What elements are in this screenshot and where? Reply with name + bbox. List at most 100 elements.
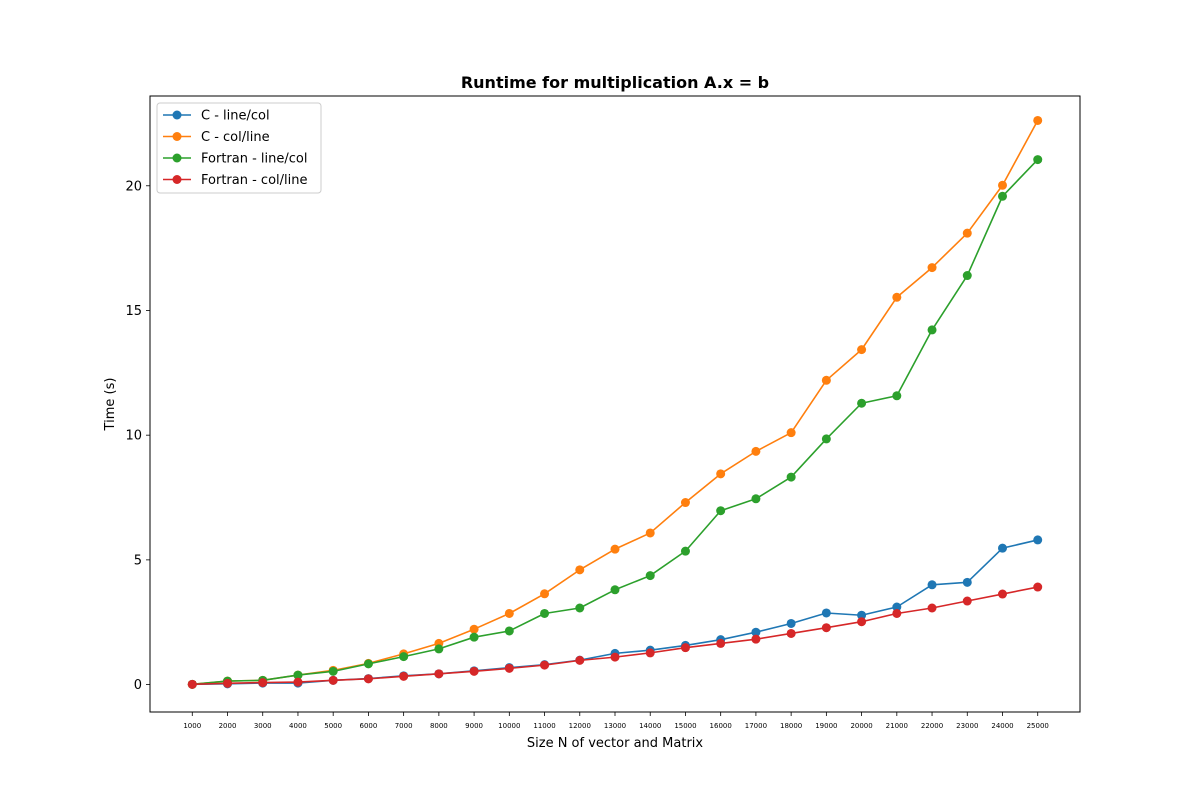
x-tick-label: 20000	[850, 722, 872, 730]
data-point	[857, 617, 867, 627]
data-point	[434, 644, 444, 654]
x-tick-label: 15000	[674, 722, 696, 730]
data-point	[575, 603, 585, 613]
data-point	[328, 675, 338, 685]
data-point	[927, 603, 937, 613]
legend-label: Fortran - col/line	[201, 173, 307, 188]
data-point	[892, 391, 902, 401]
chart-title: Runtime for multiplication A.x = b	[461, 73, 769, 92]
x-tick-label: 16000	[710, 722, 732, 730]
data-point	[610, 585, 620, 595]
y-axis-ticks: 0 5 10 15 20	[125, 179, 150, 693]
data-point	[223, 678, 232, 688]
data-point	[998, 191, 1007, 201]
legend-label: C - col/line	[201, 130, 270, 145]
x-tick-label: 7000	[395, 722, 413, 730]
x-tick-label: 9000	[465, 722, 483, 730]
data-point	[363, 659, 373, 669]
y-tick-label: 10	[125, 429, 142, 444]
data-point	[927, 263, 937, 273]
x-tick-label: 21000	[886, 722, 908, 730]
data-point	[610, 544, 620, 554]
data-point	[504, 626, 514, 636]
data-point	[716, 506, 726, 516]
x-tick-label: 24000	[991, 722, 1013, 730]
legend-label: Fortran - line/col	[201, 152, 307, 167]
data-point	[716, 638, 726, 648]
legend-marker	[172, 153, 182, 163]
x-tick-label: 11000	[533, 722, 555, 730]
data-point	[1033, 155, 1043, 165]
data-point	[1033, 582, 1043, 592]
x-tick-label: 8000	[430, 722, 448, 730]
data-point	[786, 628, 796, 638]
data-point	[434, 669, 444, 679]
data-point	[293, 677, 303, 687]
data-point	[751, 446, 761, 456]
x-tick-label: 13000	[604, 722, 626, 730]
data-point	[962, 596, 972, 606]
data-point	[751, 494, 761, 504]
x-axis-label: Size N of vector and Matrix	[527, 736, 704, 751]
legend-entry: C - line/col	[163, 109, 270, 124]
data-point	[540, 589, 550, 599]
x-tick-label: 1000	[183, 722, 201, 730]
data-point	[328, 666, 338, 676]
data-point	[716, 469, 726, 479]
data-point	[680, 498, 690, 508]
x-tick-label: 10000	[498, 722, 520, 730]
data-point	[540, 660, 550, 670]
data-point	[645, 648, 655, 658]
data-point	[962, 577, 972, 587]
data-point	[962, 271, 972, 281]
data-point	[751, 634, 761, 644]
x-tick-label: 4000	[289, 722, 307, 730]
x-tick-label: 17000	[745, 722, 767, 730]
data-point	[821, 608, 831, 618]
x-tick-label: 5000	[324, 722, 342, 730]
data-point	[1033, 115, 1043, 125]
data-point	[927, 325, 937, 335]
data-point	[575, 565, 585, 575]
data-point	[645, 528, 655, 538]
data-point	[962, 228, 972, 238]
x-tick-label: 25000	[1027, 722, 1049, 730]
data-point	[399, 671, 409, 681]
y-tick-label: 0	[134, 678, 142, 693]
data-point	[892, 602, 902, 612]
data-point	[751, 627, 761, 637]
data-point	[927, 580, 937, 590]
x-tick-label: 6000	[359, 722, 377, 730]
data-point	[258, 678, 268, 688]
data-point	[998, 589, 1007, 599]
x-tick-label: 18000	[780, 722, 802, 730]
data-point	[645, 571, 655, 581]
x-tick-label: 2000	[219, 722, 237, 730]
series-3	[187, 155, 1043, 689]
data-point	[469, 624, 479, 634]
x-tick-label: 3000	[254, 722, 272, 730]
data-point	[504, 608, 514, 618]
legend-box	[156, 102, 322, 194]
x-tick-label: 14000	[639, 722, 661, 730]
x-tick-label: 12000	[569, 722, 591, 730]
data-point	[821, 375, 831, 385]
data-point	[469, 666, 479, 676]
data-point	[504, 663, 514, 673]
legend-entry: Fortran - col/line	[163, 173, 307, 188]
data-point	[786, 428, 796, 438]
data-point	[857, 345, 867, 355]
legend-label: C - line/col	[201, 109, 270, 124]
data-point	[786, 618, 796, 628]
legend-entry: Fortran - line/col	[163, 152, 307, 167]
legend: C - line/col C - col/line Fortran - line/c…	[156, 102, 322, 194]
data-point	[293, 670, 303, 680]
legend-marker	[172, 132, 182, 141]
data-point	[1033, 535, 1043, 545]
legend-entry: C - col/line	[163, 130, 270, 145]
data-point	[363, 674, 373, 684]
data-point	[857, 398, 867, 408]
y-tick-label: 5	[134, 553, 142, 568]
data-point	[821, 623, 831, 633]
